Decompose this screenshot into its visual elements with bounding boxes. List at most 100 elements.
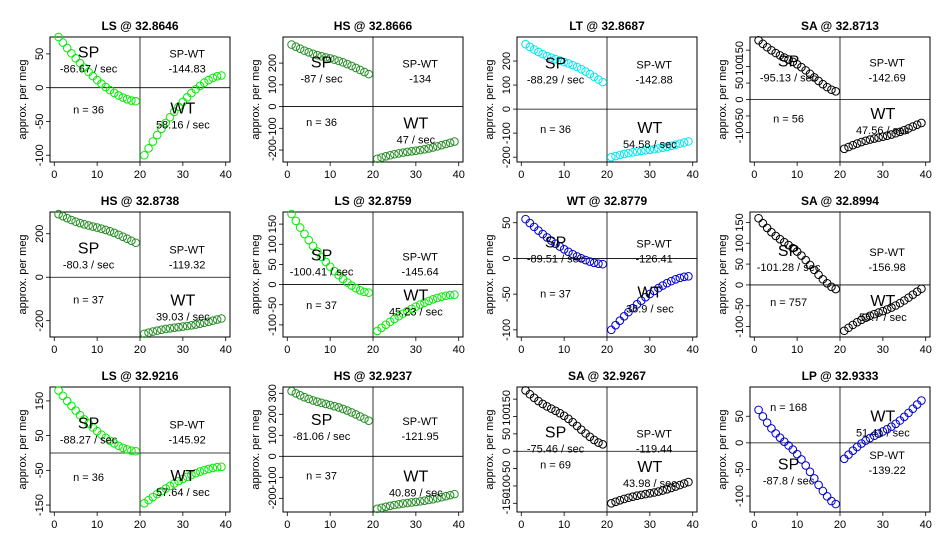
sp-point [287,209,296,219]
wt-point [394,311,404,321]
wt-point [891,128,901,138]
wt-point [372,326,382,336]
wt-point [424,144,434,153]
y-tick-label: -150 [501,492,513,514]
wt-point [649,488,659,497]
sp-point [542,402,552,411]
sp-point [831,86,841,96]
sp-point [525,42,535,52]
sp-point [585,257,595,266]
wt-point [671,482,680,491]
sp-point [300,229,309,239]
wt-point [684,271,693,281]
wt-point [636,146,646,156]
x-tick-label: 0 [51,169,57,181]
wt-label: WT [637,459,662,476]
panel-title: SA @ 32.8994 [801,194,879,208]
panel-5: HS @ 32.8738 -200 0 200 0 10 20 30 40 approx. per… [17,194,232,356]
x-tick-label: 40 [220,519,232,531]
sp-point [775,234,785,244]
diff-value: -121.95 [401,431,438,443]
n-count: n = 37 [306,300,337,312]
y-tick-label: -50 [267,297,279,313]
y-axis-label: approx. per meg [717,234,729,314]
x-tick-label: 10 [324,344,336,356]
wt-rate: 58.16 / sec [156,119,210,131]
diff-value: -126.41 [635,254,672,266]
wt-point [191,320,201,329]
x-tick-label: 10 [558,519,570,531]
sp-point [351,410,361,419]
n-count: n = 757 [770,297,807,309]
x-tick-label: 0 [751,169,757,181]
sp-point [809,474,819,483]
sp-point [122,234,132,244]
wt-point [675,480,685,490]
sp-point [758,412,768,421]
sp-point [818,274,828,284]
wt-rate: 36.9 / sec [626,304,674,316]
sp-point [97,224,106,233]
diff-value: -144.83 [168,63,205,75]
wt-point [450,489,459,499]
sp-point [364,288,374,297]
sp-point [792,449,802,459]
x-tick-label: 40 [453,169,465,181]
sp-point [546,53,556,63]
wt-point [908,404,918,414]
wt-point [411,497,421,507]
wt-point [437,292,446,302]
wt-point [212,71,222,81]
y-tick-label: -200 [267,487,279,509]
diff-value: -156.98 [868,262,905,274]
x-tick-label: 10 [558,344,570,356]
wt-point [861,136,871,146]
sp-label: SP [311,247,332,264]
wt-point [649,286,659,296]
y-axis-label: approx. per meg [250,234,262,314]
wt-point [654,144,663,153]
wt-rate: 47.56 / sec [856,125,910,137]
sp-point [118,443,128,453]
sp-point [767,424,776,433]
wt-point [654,283,663,293]
sp-point [342,59,352,69]
wt-point [882,424,892,434]
sp-rate: -75.46 / sec [527,443,585,455]
x-tick-label: 20 [134,344,146,356]
x-tick-label: 30 [644,519,656,531]
wt-point [420,298,429,307]
wt-point [420,496,429,506]
y-tick-label: -100 [267,466,279,488]
diff-label: SP-WT [869,247,905,259]
sp-point [75,218,85,228]
sp-point [304,48,314,57]
wt-point [420,144,429,154]
wt-point [169,107,179,117]
wt-label: WT [403,288,428,305]
sp-point [321,399,331,409]
y-tick-label: -100 [501,475,513,497]
wt-point [611,497,620,507]
wt-point [865,311,875,321]
y-tick-label: 0 [501,448,513,454]
wt-point [161,484,171,493]
y-axis-label: approx. per meg [717,409,729,489]
diff-value: -119.32 [169,259,206,271]
sp-point [822,82,832,92]
panel-7: WT @ 32.8779 -100 -50 0 50 0 10 20 30 40 approx. p… [484,194,699,356]
n-count: n = 69 [540,460,571,472]
wt-point [675,139,685,148]
sp-point [334,56,344,66]
wt-point [632,147,642,156]
wt-point [144,328,153,337]
y-tick-label: 0 [501,106,513,112]
sp-point [291,216,301,226]
sp-point [109,228,119,238]
x-tick-label: 20 [134,519,146,531]
x-tick-label: 20 [367,169,379,181]
wt-point [432,142,442,151]
x-tick-label: 0 [284,344,290,356]
sp-point [308,241,318,251]
x-tick-label: 30 [410,344,422,356]
